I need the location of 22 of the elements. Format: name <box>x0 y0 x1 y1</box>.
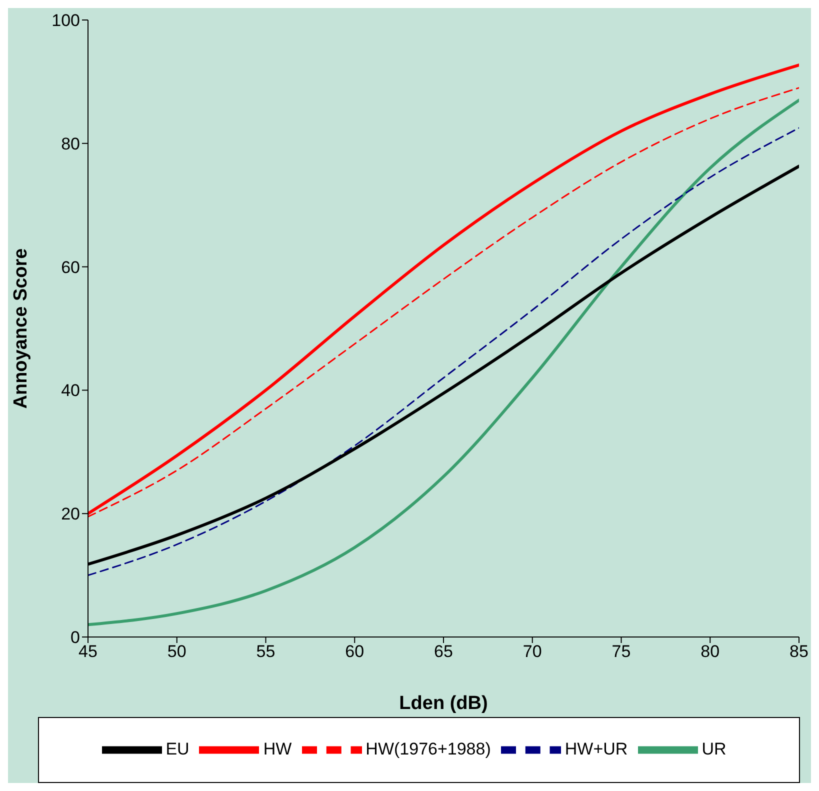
x-tick-label: 75 <box>612 642 631 662</box>
legend-label: UR <box>702 739 726 758</box>
legend-label: HW+UR <box>564 739 628 758</box>
y-tick-label: 100 <box>52 11 80 30</box>
y-tick-label: 0 <box>70 628 80 648</box>
x-tick-label: 70 <box>522 642 542 662</box>
legend-label: HW <box>263 739 292 758</box>
x-axis-title: Lden (dB) <box>399 693 488 714</box>
x-tick-label: 60 <box>345 642 364 662</box>
y-tick-label: 60 <box>61 258 80 277</box>
x-tick-label: 50 <box>167 642 186 662</box>
y-tick-label: 20 <box>61 504 80 524</box>
legend-label: EU <box>166 739 190 758</box>
x-tick-label: 55 <box>256 642 276 662</box>
x-tick-label: 85 <box>790 642 808 662</box>
y-axis-title: Annoyance Score <box>10 248 32 409</box>
x-tick-label: 65 <box>434 642 453 662</box>
y-tick-label: 40 <box>61 381 80 400</box>
x-tick-label: 45 <box>78 642 98 662</box>
legend-label: HW(1976+1988) <box>366 739 491 758</box>
y-tick-label: 80 <box>61 134 80 154</box>
x-tick-label: 80 <box>700 642 720 662</box>
